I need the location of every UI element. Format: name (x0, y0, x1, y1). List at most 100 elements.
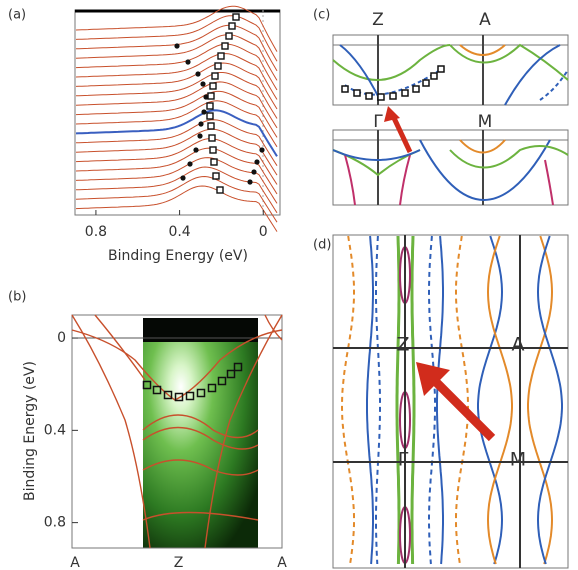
x-axis-label: Binding Energy (eV) (108, 248, 248, 264)
y-tick-label: 0.8 (44, 515, 66, 531)
symmetry-point-label: A (479, 10, 491, 30)
panel-b: (b) Binding Energy (eV) 0 0.4 0.8 A Z A (8, 290, 287, 570)
symmetry-point-label: M (510, 449, 526, 471)
edc-curve (76, 110, 277, 156)
peak-dot (197, 133, 202, 138)
marker (342, 86, 348, 92)
edc-curve (76, 16, 277, 62)
fs-line (342, 236, 354, 564)
fs-line (412, 236, 414, 564)
peak-dot (180, 175, 185, 180)
symmetry-point-label: A (512, 334, 525, 356)
fs-line (437, 236, 443, 564)
y-tick-label: 0 (57, 330, 66, 346)
band (400, 155, 410, 205)
marker (378, 94, 384, 100)
peak-dot (185, 59, 190, 64)
panel-label: (a) (8, 8, 26, 23)
symmetry-point-label: Γ (398, 449, 409, 471)
peak-marker (210, 83, 216, 89)
peak-marker (213, 173, 219, 179)
x-tick-label: A (277, 555, 287, 570)
peak-marker (215, 63, 221, 69)
figure: (a) Binding Energy (eV) 0.8 0.4 0 (b) Bind… (0, 0, 578, 570)
peak-marker (208, 123, 214, 129)
fs-line (397, 236, 399, 564)
peak-dot (254, 159, 259, 164)
arrow-shaft (394, 118, 410, 152)
arrow-head (384, 106, 400, 122)
band (345, 155, 355, 205)
y-axis-label: Binding Energy (eV) (22, 361, 38, 501)
fs-line (528, 236, 552, 564)
band-lines (333, 140, 568, 205)
x-tick-label: A (70, 555, 80, 570)
marker (431, 73, 437, 79)
symmetry-point-label: M (478, 112, 493, 132)
panel-c: (c) Z A Γ M (313, 8, 568, 206)
fs-line (429, 236, 435, 564)
peak-marker (222, 43, 228, 49)
marker (423, 80, 429, 86)
edc-curve (76, 101, 277, 147)
fs-line (478, 236, 502, 564)
peak-dot (195, 71, 200, 76)
edc-curve (76, 82, 277, 128)
band (540, 70, 568, 100)
x-tick-label: 0.4 (168, 224, 190, 240)
x-tick-label: Z (174, 555, 184, 570)
band (420, 140, 550, 200)
fs-line (367, 236, 373, 564)
peak-dot (174, 43, 179, 48)
edc-curve (76, 167, 277, 213)
peak-marker (218, 53, 224, 59)
peak-marker (212, 73, 218, 79)
symmetry-point-label: Γ (373, 112, 383, 132)
peak-dot (203, 94, 208, 99)
edc-curve (76, 44, 277, 90)
fs-line (538, 236, 562, 564)
y-tick-label: 0.4 (44, 422, 66, 438)
fs-line (488, 236, 512, 564)
peak-dot (200, 81, 205, 86)
peak-dot (198, 121, 203, 126)
symmetry-point-label: Z (372, 10, 384, 30)
x-tick-label: 0 (259, 224, 268, 240)
marker (354, 90, 360, 96)
peak-markers (342, 66, 444, 100)
band (450, 146, 568, 168)
band (545, 160, 553, 205)
edc-curve (76, 73, 277, 119)
arrow-shaft (436, 382, 492, 438)
marker (402, 90, 408, 96)
peak-marker (210, 147, 216, 153)
peak-marker (226, 33, 232, 39)
peak-marker (233, 14, 239, 20)
panel-d: (d) Z A Γ M (313, 235, 568, 568)
marker (413, 86, 419, 92)
peak-marker (207, 113, 213, 119)
panel-label: (d) (313, 238, 331, 253)
peak-dot (193, 147, 198, 152)
peak-dot (201, 109, 206, 114)
peak-marker (207, 103, 213, 109)
peak-marker (229, 23, 235, 29)
marker (390, 93, 396, 99)
marker (366, 93, 372, 99)
peak-marker (208, 93, 214, 99)
peak-marker (209, 135, 215, 141)
peak-marker (217, 187, 223, 193)
edc-curve (76, 91, 277, 137)
peak-dot (251, 169, 256, 174)
symmetry-point-label: Z (396, 334, 409, 356)
peak-dot (259, 147, 264, 152)
peak-marker (211, 159, 217, 165)
band (72, 315, 150, 548)
marker (438, 66, 444, 72)
panel-label: (b) (8, 290, 26, 305)
fs-line (376, 236, 380, 564)
panel-label: (c) (313, 8, 330, 23)
peak-dot (187, 161, 192, 166)
peak-dot (247, 179, 252, 184)
